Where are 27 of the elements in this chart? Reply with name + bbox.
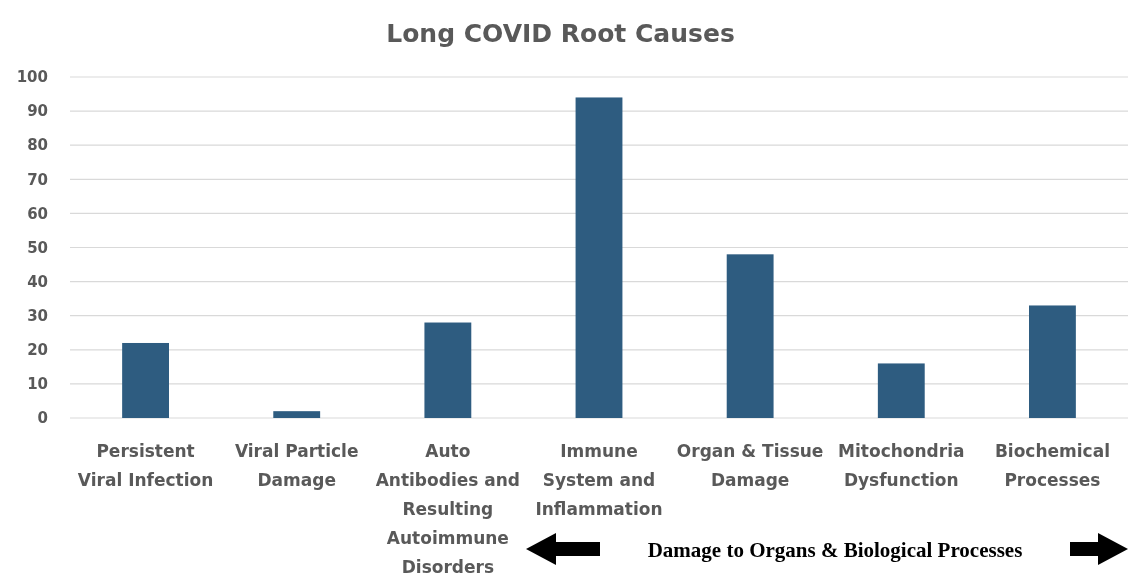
chart-title: Long COVID Root Causes: [386, 19, 735, 48]
x-tick-label: Viral Particle Damage: [234, 441, 359, 490]
y-tick-label: 60: [27, 204, 48, 223]
y-tick-label: 100: [16, 68, 48, 87]
bar: [877, 363, 925, 418]
y-tick-label: 30: [27, 306, 48, 325]
x-tick-label: Organ & Tissue Damage: [676, 441, 824, 490]
bar: [424, 322, 472, 418]
y-tick-label: 20: [27, 341, 48, 360]
bar: [273, 411, 321, 418]
bar: [726, 254, 774, 418]
bar: [122, 342, 169, 418]
y-tick-label: 10: [27, 375, 48, 394]
text: Damage to Organs & Biological Processes: [647, 538, 1023, 562]
y-tick-label: 40: [27, 272, 48, 291]
x-tick-label: Immune System and Inflammation: [535, 441, 663, 519]
y-tick-label: 50: [27, 238, 48, 257]
x-tick-label: Mitochondria Dysfunction: [838, 441, 965, 490]
bar: [1029, 305, 1076, 418]
y-tick-label: 90: [27, 102, 48, 121]
y-tick-label: 0: [37, 409, 48, 428]
x-tick-label: Biochemical Processes: [994, 441, 1110, 490]
y-tick-label: 80: [27, 136, 48, 155]
x-tick-label: Auto Antibodies and Resulting Autoimmune Disorders: [375, 441, 521, 576]
bar: [575, 97, 623, 418]
x-tick-label: Persistent Viral Infection: [77, 441, 214, 490]
y-tick-label: 70: [27, 170, 48, 189]
